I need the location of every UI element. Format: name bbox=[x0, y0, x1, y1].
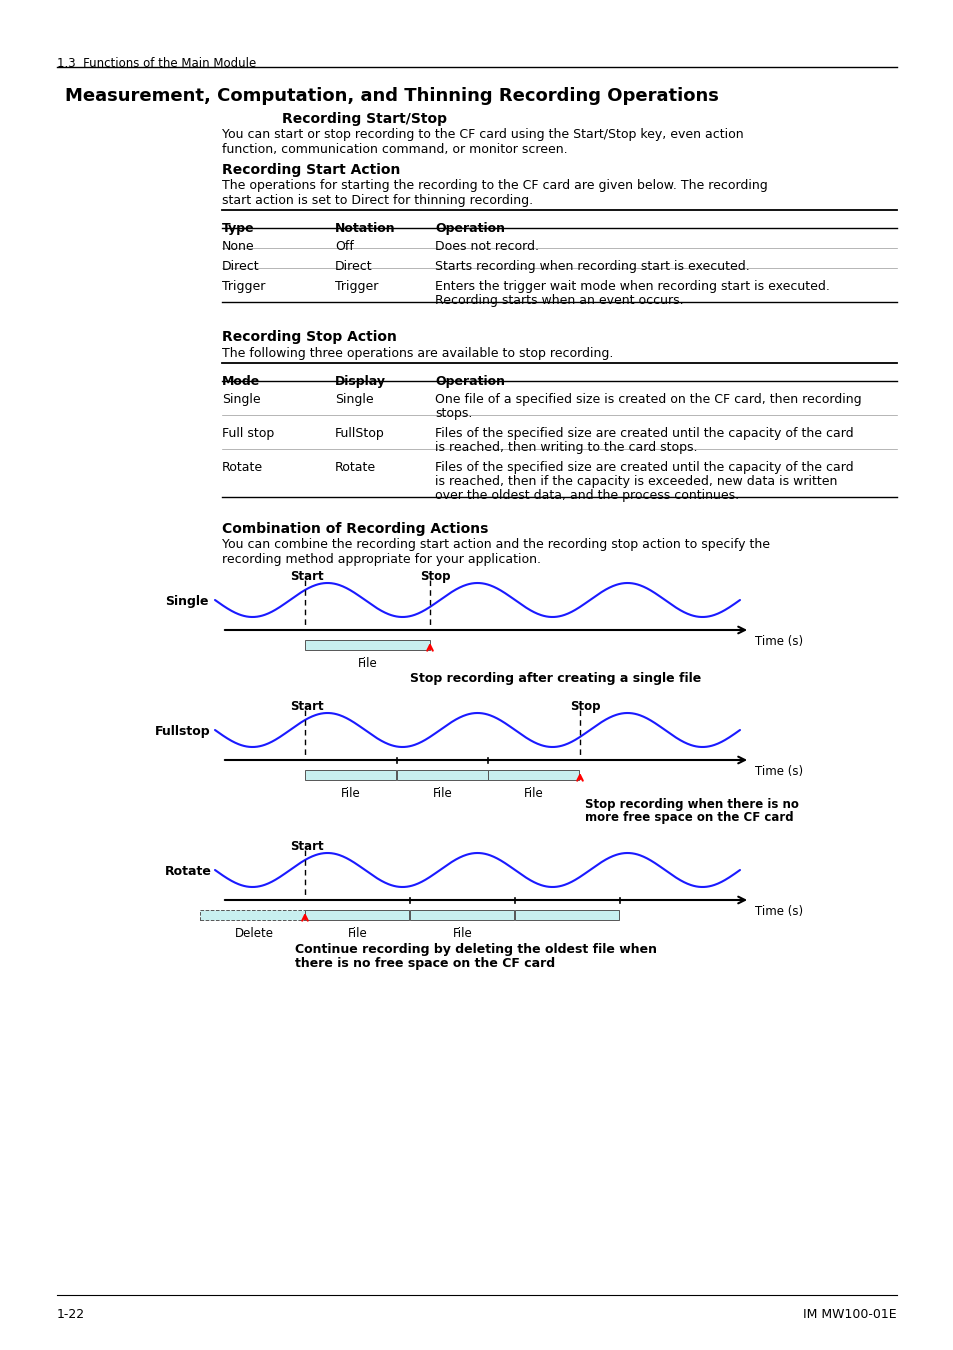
Text: Single: Single bbox=[222, 393, 260, 406]
Bar bbox=[488, 769, 578, 780]
Text: Continue recording by deleting the oldest file when: Continue recording by deleting the oldes… bbox=[294, 944, 657, 956]
Text: is reached, then if the capacity is exceeded, new data is written: is reached, then if the capacity is exce… bbox=[435, 475, 837, 487]
Text: Rotate: Rotate bbox=[222, 460, 263, 474]
Bar bbox=[305, 910, 409, 919]
Text: recording method appropriate for your application.: recording method appropriate for your ap… bbox=[222, 554, 540, 566]
Text: Notation: Notation bbox=[335, 221, 395, 235]
Text: Recording Start/Stop: Recording Start/Stop bbox=[282, 112, 447, 126]
Text: Type: Type bbox=[222, 221, 254, 235]
Text: Stop: Stop bbox=[419, 570, 450, 583]
Text: None: None bbox=[222, 240, 254, 252]
Text: Trigger: Trigger bbox=[222, 279, 265, 293]
Text: Recording Start Action: Recording Start Action bbox=[222, 163, 400, 177]
Text: Enters the trigger wait mode when recording start is executed.: Enters the trigger wait mode when record… bbox=[435, 279, 829, 293]
Text: Start: Start bbox=[290, 840, 323, 853]
Text: The following three operations are available to stop recording.: The following three operations are avail… bbox=[222, 347, 613, 360]
Text: One file of a specified size is created on the CF card, then recording: One file of a specified size is created … bbox=[435, 393, 861, 406]
Text: Rotate: Rotate bbox=[165, 865, 212, 878]
Bar bbox=[305, 640, 430, 649]
Text: Stop recording when there is no: Stop recording when there is no bbox=[584, 798, 798, 811]
Text: Time (s): Time (s) bbox=[754, 634, 802, 648]
Text: Single: Single bbox=[335, 393, 374, 406]
Text: function, communication command, or monitor screen.: function, communication command, or moni… bbox=[222, 143, 567, 157]
Text: You can start or stop recording to the CF card using the Start/Stop key, even ac: You can start or stop recording to the C… bbox=[222, 128, 742, 140]
Text: Recording Stop Action: Recording Stop Action bbox=[222, 329, 396, 344]
Text: File: File bbox=[452, 927, 472, 940]
Text: Direct: Direct bbox=[222, 261, 259, 273]
Text: Operation: Operation bbox=[435, 221, 504, 235]
Text: Operation: Operation bbox=[435, 375, 504, 387]
Text: stops.: stops. bbox=[435, 406, 472, 420]
Text: Trigger: Trigger bbox=[335, 279, 378, 293]
Bar bbox=[410, 910, 514, 919]
Bar bbox=[200, 910, 305, 919]
Text: Single: Single bbox=[165, 595, 209, 608]
Text: Stop: Stop bbox=[569, 701, 599, 713]
Text: Direct: Direct bbox=[335, 261, 373, 273]
Bar bbox=[396, 769, 487, 780]
Text: The operations for starting the recording to the CF card are given below. The re: The operations for starting the recordin… bbox=[222, 180, 767, 192]
Text: Recording starts when an event occurs.: Recording starts when an event occurs. bbox=[435, 294, 683, 306]
Text: Off: Off bbox=[335, 240, 354, 252]
Text: Display: Display bbox=[335, 375, 386, 387]
Text: Time (s): Time (s) bbox=[754, 765, 802, 778]
Text: File: File bbox=[432, 787, 452, 801]
Text: over the oldest data, and the process continues.: over the oldest data, and the process co… bbox=[435, 489, 739, 502]
Text: Start: Start bbox=[290, 701, 323, 713]
Text: File: File bbox=[347, 927, 367, 940]
Text: 1-22: 1-22 bbox=[57, 1308, 85, 1322]
Text: Combination of Recording Actions: Combination of Recording Actions bbox=[222, 522, 488, 536]
Text: is reached, then writing to the card stops.: is reached, then writing to the card sto… bbox=[435, 441, 697, 454]
Bar bbox=[305, 769, 395, 780]
Text: Starts recording when recording start is executed.: Starts recording when recording start is… bbox=[435, 261, 749, 273]
Text: Does not record.: Does not record. bbox=[435, 240, 538, 252]
Bar bbox=[515, 910, 618, 919]
Text: Files of the specified size are created until the capacity of the card: Files of the specified size are created … bbox=[435, 460, 853, 474]
Text: FullStop: FullStop bbox=[335, 427, 384, 440]
Text: Time (s): Time (s) bbox=[754, 904, 802, 918]
Text: File: File bbox=[357, 657, 376, 670]
Text: Mode: Mode bbox=[222, 375, 260, 387]
Text: Fullstop: Fullstop bbox=[154, 725, 211, 738]
Text: You can combine the recording start action and the recording stop action to spec: You can combine the recording start acti… bbox=[222, 539, 769, 551]
Text: start action is set to Direct for thinning recording.: start action is set to Direct for thinni… bbox=[222, 194, 533, 207]
Text: File: File bbox=[523, 787, 543, 801]
Text: IM MW100-01E: IM MW100-01E bbox=[802, 1308, 896, 1322]
Text: there is no free space on the CF card: there is no free space on the CF card bbox=[294, 957, 555, 971]
Text: File: File bbox=[340, 787, 360, 801]
Text: Rotate: Rotate bbox=[335, 460, 375, 474]
Text: Measurement, Computation, and Thinning Recording Operations: Measurement, Computation, and Thinning R… bbox=[65, 86, 719, 105]
Text: 1.3  Functions of the Main Module: 1.3 Functions of the Main Module bbox=[57, 57, 256, 70]
Text: Stop recording after creating a single file: Stop recording after creating a single f… bbox=[410, 672, 700, 684]
Text: more free space on the CF card: more free space on the CF card bbox=[584, 811, 793, 824]
Text: Start: Start bbox=[290, 570, 323, 583]
Text: Full stop: Full stop bbox=[222, 427, 274, 440]
Text: Delete: Delete bbox=[234, 927, 274, 940]
Text: Files of the specified size are created until the capacity of the card: Files of the specified size are created … bbox=[435, 427, 853, 440]
